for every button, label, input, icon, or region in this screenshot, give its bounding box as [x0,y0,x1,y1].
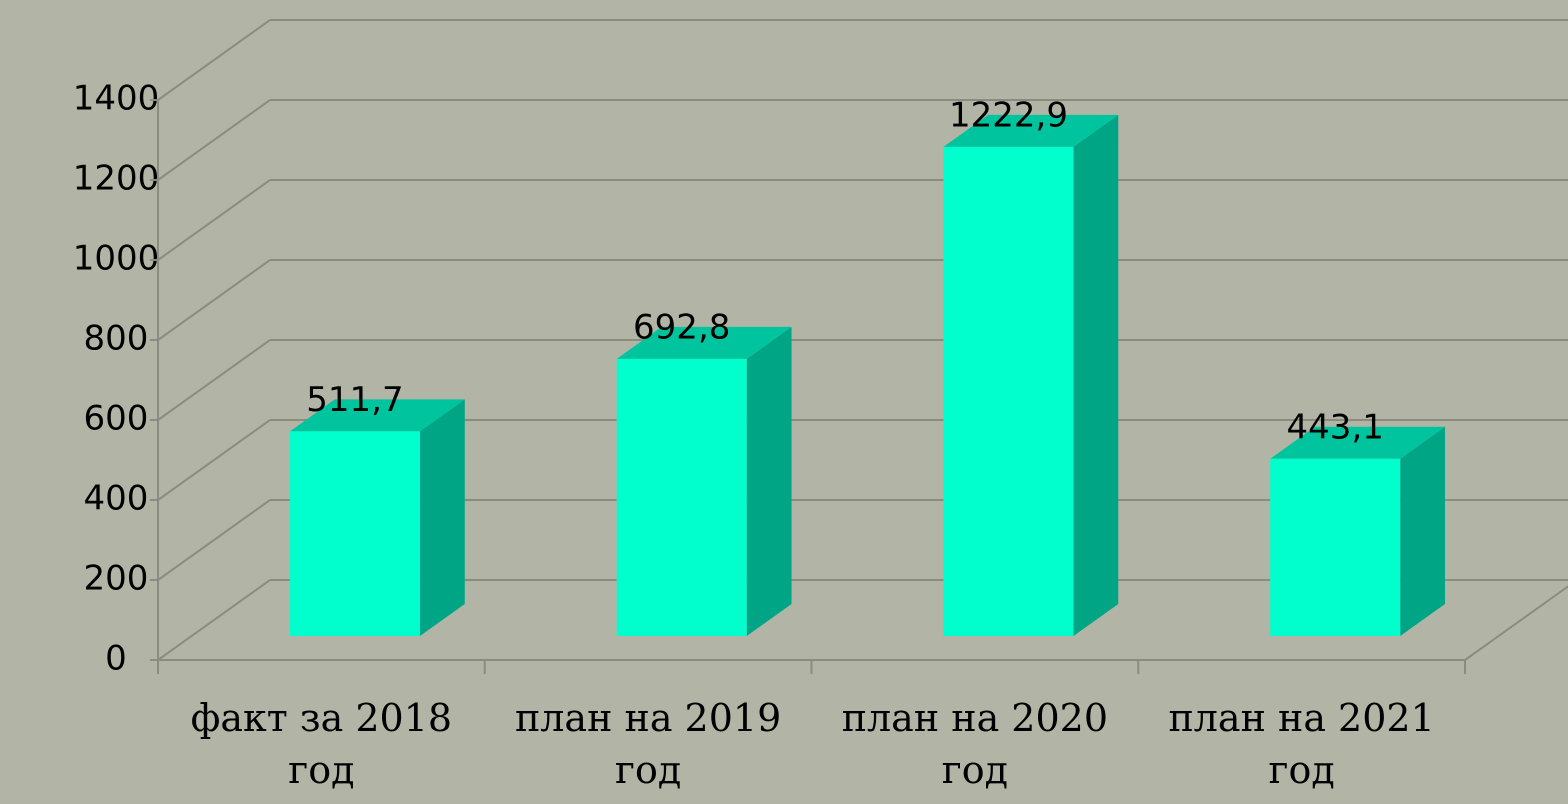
bar [943,146,1074,636]
x-tick-label: план на 2019 год [514,696,782,792]
grid-line [157,259,271,341]
grid-line [157,339,271,421]
grid-line [157,99,271,181]
grid-line [157,419,271,501]
grid-line [157,579,271,661]
x-tick-label: план на 2020 год [841,696,1109,792]
bar [1270,458,1401,636]
x-tick-label: план на 2021 год [1168,696,1435,792]
x-tick-label: факт за 2018 год [190,696,453,792]
floor-right [1464,585,1568,661]
grid-line [157,179,271,261]
y-tick-label: 200 [84,559,149,599]
bar-side [1400,426,1446,636]
bar-top [289,399,465,432]
bar-top [943,114,1119,147]
bar-top [616,326,792,359]
data-label: 692,8 [633,307,730,347]
bar [616,358,747,636]
y-tick-label: 600 [84,399,149,439]
bar-top [1270,426,1446,459]
bar-side [419,399,465,636]
data-label: 443,1 [1287,407,1384,447]
bar [289,431,420,636]
y-tick-label: 0 [105,639,127,679]
data-label: 511,7 [306,380,403,420]
grid-line [157,499,271,581]
y-tick-label: 800 [84,319,149,359]
y-tick-label: 1200 [73,159,160,199]
data-label: 1222,9 [949,95,1068,135]
y-tick-label: 1000 [73,239,160,279]
bar-side [746,326,792,636]
bar-side [1073,114,1119,637]
grid-line [157,19,271,101]
y-tick-label: 400 [84,479,149,519]
y-tick-label: 1400 [73,79,160,119]
